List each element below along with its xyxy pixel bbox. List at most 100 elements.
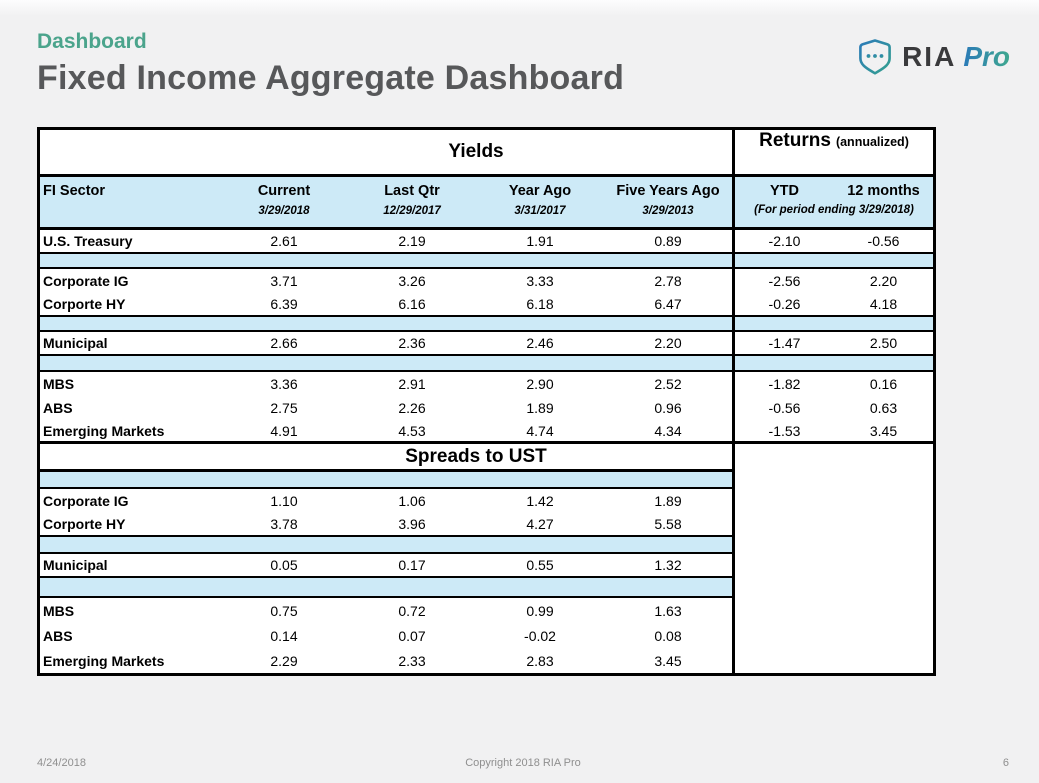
cell-value: 6.39 [270, 296, 298, 312]
cell-value: 4.34 [654, 422, 682, 439]
cell-value: 0.14 [270, 627, 298, 644]
cell-value: 0.72 [398, 602, 426, 619]
cell-value: 0.07 [398, 627, 426, 644]
column-header-year-ago: Year Ago 3/31/2017 [508, 183, 572, 217]
returns-row-corporate-ig: -2.56 2.20 [735, 269, 933, 293]
row-label: ABS [43, 400, 73, 416]
cell-value: 6.16 [398, 296, 426, 312]
spreads-title: Spreads to UST [405, 445, 547, 467]
cell-value: 6.47 [654, 296, 682, 312]
cell-value: 2.26 [398, 400, 426, 416]
separator-row [40, 537, 732, 554]
cell-value: 0.99 [526, 602, 554, 619]
cell-value: 4.53 [398, 422, 426, 439]
cell-value: -0.56 [768, 400, 801, 416]
cell-value: 1.89 [526, 400, 554, 416]
table-row-spreads-mbs: MBS 0.75 0.72 0.99 1.63 [40, 598, 732, 623]
column-header-current: Current 3/29/2018 [257, 183, 311, 217]
slide-footer: 4/24/2018 Copyright 2018 RIA Pro 6 [37, 757, 1009, 769]
separator-row [735, 356, 933, 372]
cell-value: 0.16 [869, 376, 898, 392]
cell-value: 2.78 [654, 273, 682, 289]
returns-row-us-treasury: -2.10 -0.56 [735, 230, 933, 254]
table-row-spreads-abs: ABS 0.14 0.07 -0.02 0.08 [40, 623, 732, 648]
cell-value: 3.36 [270, 376, 298, 392]
row-label: MBS [43, 602, 75, 619]
separator-row [735, 317, 933, 332]
empty-returns-area [735, 444, 933, 673]
cell-value: 1.32 [654, 557, 682, 573]
row-label: MBS [43, 376, 75, 392]
cell-value: 2.20 [654, 335, 682, 351]
shield-with-dots-icon [859, 39, 891, 75]
cell-value: 2.50 [869, 335, 898, 351]
returns-subtitle: (annualized) [835, 135, 909, 149]
table-row-yields-municipal: Municipal 2.66 2.36 2.46 2.20 [40, 332, 732, 356]
cell-value: 0.55 [526, 557, 554, 573]
returns-section-header: Returns (annualized) [735, 130, 933, 177]
row-label: Corporte HY [43, 516, 126, 532]
cell-value: 2.29 [270, 652, 298, 669]
cell-value: 1.42 [526, 493, 554, 509]
row-label: Municipal [43, 335, 108, 351]
table-row-yields-corporate-hy: Corporte HY 6.39 6.16 6.18 6.47 [40, 293, 732, 317]
row-label: Corporte HY [43, 296, 126, 312]
cell-value: 1.06 [398, 493, 426, 509]
cell-value: 2.83 [526, 652, 554, 669]
separator-row [40, 254, 732, 269]
table-row-spreads-corporate-hy: Corporte HY 3.78 3.96 4.27 5.58 [40, 513, 732, 537]
yields-section-header: Yields [40, 130, 732, 177]
table-row-yields-emerging-markets: Emerging Markets 4.91 4.53 4.74 4.34 [40, 420, 732, 444]
footer-date: 4/24/2018 [37, 757, 86, 769]
brand-logo: RIA Pro [857, 38, 1010, 76]
cell-value: 2.20 [869, 273, 898, 289]
separator-row [40, 317, 732, 332]
cell-value: 2.66 [270, 335, 298, 351]
row-label: Emerging Markets [43, 652, 165, 669]
cell-value: 3.26 [398, 273, 426, 289]
cell-value: -0.56 [867, 233, 900, 249]
table-row-spreads-corporate-ig: Corporate IG 1.10 1.06 1.42 1.89 [40, 489, 732, 513]
cell-value: 3.96 [398, 516, 426, 532]
returns-row-corporate-hy: -0.26 4.18 [735, 293, 933, 317]
cell-value: 2.90 [526, 376, 554, 392]
row-label: Corporate IG [43, 493, 129, 509]
heading-block: Dashboard Fixed Income Aggregate Dashboa… [37, 30, 624, 98]
cell-value: 3.45 [869, 422, 898, 439]
table-row-yields-abs: ABS 2.75 2.26 1.89 0.96 [40, 396, 732, 420]
spreads-section-header: Spreads to UST [40, 444, 732, 472]
returns-pane: Returns (annualized) YTD 12 months (For … [735, 130, 933, 673]
cell-value: 1.10 [270, 493, 298, 509]
column-header-ytd: YTD [770, 183, 799, 199]
cell-value: 0.05 [270, 557, 298, 573]
page-title: Fixed Income Aggregate Dashboard [37, 59, 625, 97]
returns-row-mbs: -1.82 0.16 [735, 372, 933, 396]
returns-title: Returns [759, 130, 831, 151]
cell-value: 0.17 [398, 557, 426, 573]
cell-value: 2.19 [398, 233, 426, 249]
returns-column-header-row: YTD 12 months (For period ending 3/29/20… [735, 177, 933, 230]
separator-row [40, 578, 732, 598]
cell-value: 3.71 [270, 273, 298, 289]
fixed-income-table: Yields FI Sector Current 3/29/2018 Last … [37, 127, 936, 676]
cell-value: 1.89 [654, 493, 682, 509]
section-eyebrow: Dashboard [37, 30, 147, 53]
cell-value: -2.56 [768, 273, 801, 289]
row-label: Emerging Markets [43, 422, 165, 439]
page-header: Dashboard Fixed Income Aggregate Dashboa… [37, 30, 1010, 98]
column-header-sector: FI Sector [43, 183, 106, 199]
cell-value: 2.61 [270, 233, 298, 249]
separator-row [735, 254, 933, 269]
cell-value: 0.96 [654, 400, 682, 416]
cell-value: 0.08 [654, 627, 682, 644]
cell-value: -2.10 [768, 233, 801, 249]
cell-value: -1.53 [768, 422, 801, 439]
cell-value: 1.63 [654, 602, 682, 619]
cell-value: 3.45 [654, 652, 682, 669]
cell-value: 2.33 [398, 652, 426, 669]
table-row-spreads-municipal: Municipal 0.05 0.17 0.55 1.32 [40, 554, 732, 578]
yields-spreads-pane: Yields FI Sector Current 3/29/2018 Last … [40, 130, 735, 673]
cell-value: 0.89 [654, 233, 682, 249]
row-label: ABS [43, 627, 73, 644]
